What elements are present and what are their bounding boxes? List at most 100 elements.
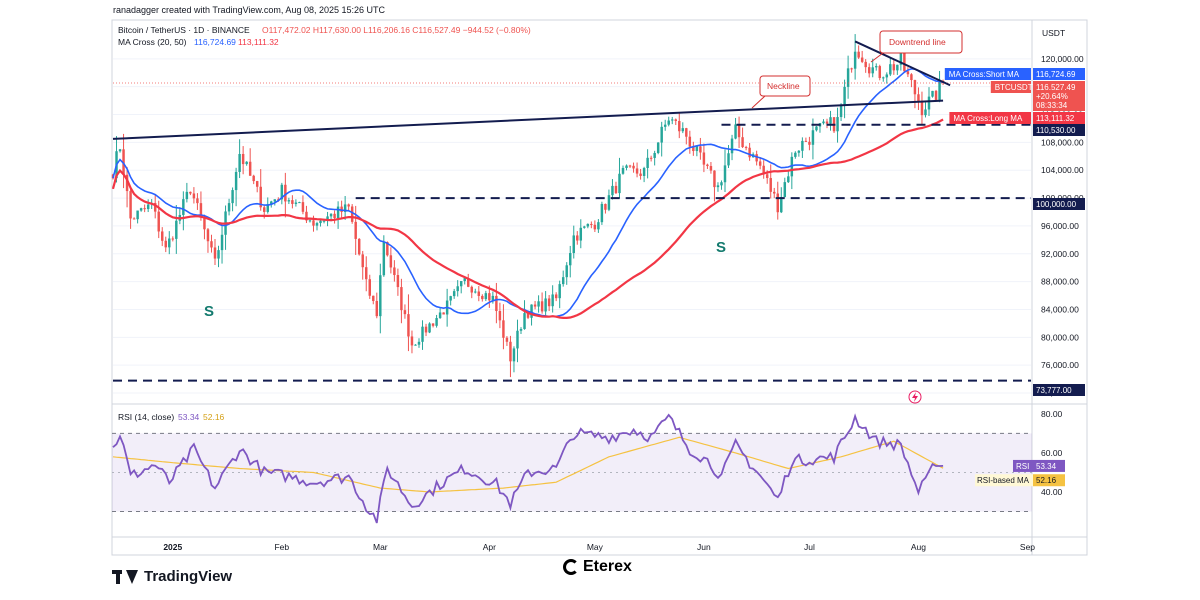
candle-body: [495, 295, 498, 312]
candle-body: [312, 220, 315, 226]
candle-body: [220, 234, 224, 251]
candle-body: [776, 193, 779, 213]
candle-body: [910, 74, 913, 81]
price-tick-label: 92,000.00: [1041, 249, 1079, 259]
downtrend-callout-box: [879, 30, 963, 54]
candle-body: [558, 284, 561, 299]
ma-short-value: 116,724.69: [194, 37, 236, 47]
candle-body: [168, 238, 171, 248]
candle-body: [882, 77, 885, 79]
short-ma-line: [112, 67, 944, 318]
candle-body: [474, 291, 477, 293]
price-tag-label-box: [944, 68, 1031, 80]
candle-body: [667, 120, 670, 125]
candle-body: [614, 185, 618, 194]
candle-body: [530, 304, 533, 318]
candle-body: [414, 344, 417, 346]
price-tag-value-box: [1033, 124, 1085, 136]
candle-body: [164, 240, 167, 248]
candle-body: [794, 152, 797, 157]
candle-body: [456, 286, 459, 292]
neckline-callout-box: [759, 75, 811, 97]
candle-body: [931, 90, 934, 97]
candle-body: [632, 165, 635, 169]
candle-body: [825, 121, 829, 124]
candle-body: [551, 294, 554, 307]
candle-body: [540, 301, 544, 312]
candle-body: [762, 165, 765, 175]
candle-body: [755, 154, 758, 162]
rsi-ma-header-value: 52.16: [203, 412, 225, 422]
candle-body: [368, 279, 371, 296]
candle-body: [769, 178, 772, 192]
neckline-callout-pointer: [751, 95, 766, 109]
time-tick-label: Mar: [373, 542, 388, 552]
candle-body: [526, 313, 530, 318]
candle-body: [410, 336, 414, 346]
candle-body: [491, 295, 495, 301]
candle-body: [498, 311, 502, 321]
time-tick-label: May: [587, 542, 604, 552]
price-tick-label: 80,000.00: [1041, 332, 1079, 342]
rsi-tick-label: 40.00: [1041, 487, 1063, 497]
candle-body: [583, 226, 586, 228]
rsi-ma-tag-label: RSI-based MA: [977, 476, 1030, 485]
candle-body: [878, 66, 881, 79]
candle-body: [396, 275, 400, 288]
candle-body: [688, 136, 692, 147]
candle-body: [519, 329, 523, 331]
candle-body: [607, 195, 611, 210]
candle-body: [484, 293, 488, 300]
price-tick-label: 96,000.00: [1041, 221, 1079, 231]
watermark-text: Eterex: [583, 558, 632, 575]
candle-body: [175, 220, 178, 239]
candle-body: [642, 167, 646, 176]
candle-body: [217, 250, 220, 259]
candle-body: [400, 287, 403, 311]
price-tick-label: 76,000.00: [1041, 360, 1079, 370]
candle-body: [720, 182, 723, 186]
candle-body: [857, 51, 860, 58]
candle-body: [702, 152, 706, 165]
candle-body: [146, 204, 150, 210]
candle-body: [393, 267, 396, 276]
price-tag-value: 08:33:34: [1036, 101, 1068, 110]
candle-body: [586, 223, 590, 227]
rsi-header-value: 53.34: [178, 412, 200, 422]
candle-body: [787, 176, 790, 183]
candle-body: [649, 157, 653, 159]
time-tick-label: Jul: [804, 542, 815, 552]
candle-body: [477, 291, 481, 296]
price-tag-label: MA Cross:Short MA: [949, 70, 1020, 79]
candle-body: [248, 161, 252, 176]
candle-body: [663, 124, 667, 127]
candle-body: [435, 318, 438, 326]
candle-body: [227, 203, 231, 212]
candle-body: [386, 242, 389, 256]
indicator-layer: [111, 40, 1031, 382]
candle-body: [122, 149, 125, 175]
candle-body: [843, 86, 846, 105]
candle-body: [853, 51, 857, 69]
candle-body: [294, 202, 298, 204]
candle-body: [139, 208, 143, 211]
candle-body: [512, 348, 516, 362]
candle-body: [628, 165, 632, 167]
candle-body: [934, 90, 938, 100]
candle-body: [203, 217, 206, 230]
candle-body: [442, 312, 445, 315]
price-tag-value-box: [1033, 384, 1085, 396]
candle-body: [875, 66, 878, 68]
candle-body: [625, 165, 628, 168]
candle-body: [273, 199, 277, 202]
candle-body: [347, 204, 350, 207]
ma-long-value: 113,111.32: [238, 37, 279, 47]
candle-body: [723, 165, 727, 183]
price-tick-label: 88,000.00: [1041, 277, 1079, 287]
candle-body: [569, 253, 572, 266]
candle-body: [372, 295, 375, 301]
rsi-tick-label: 60.00: [1041, 448, 1063, 458]
candle-body: [143, 208, 146, 210]
candle-body: [783, 182, 787, 197]
candle-body: [692, 146, 695, 152]
